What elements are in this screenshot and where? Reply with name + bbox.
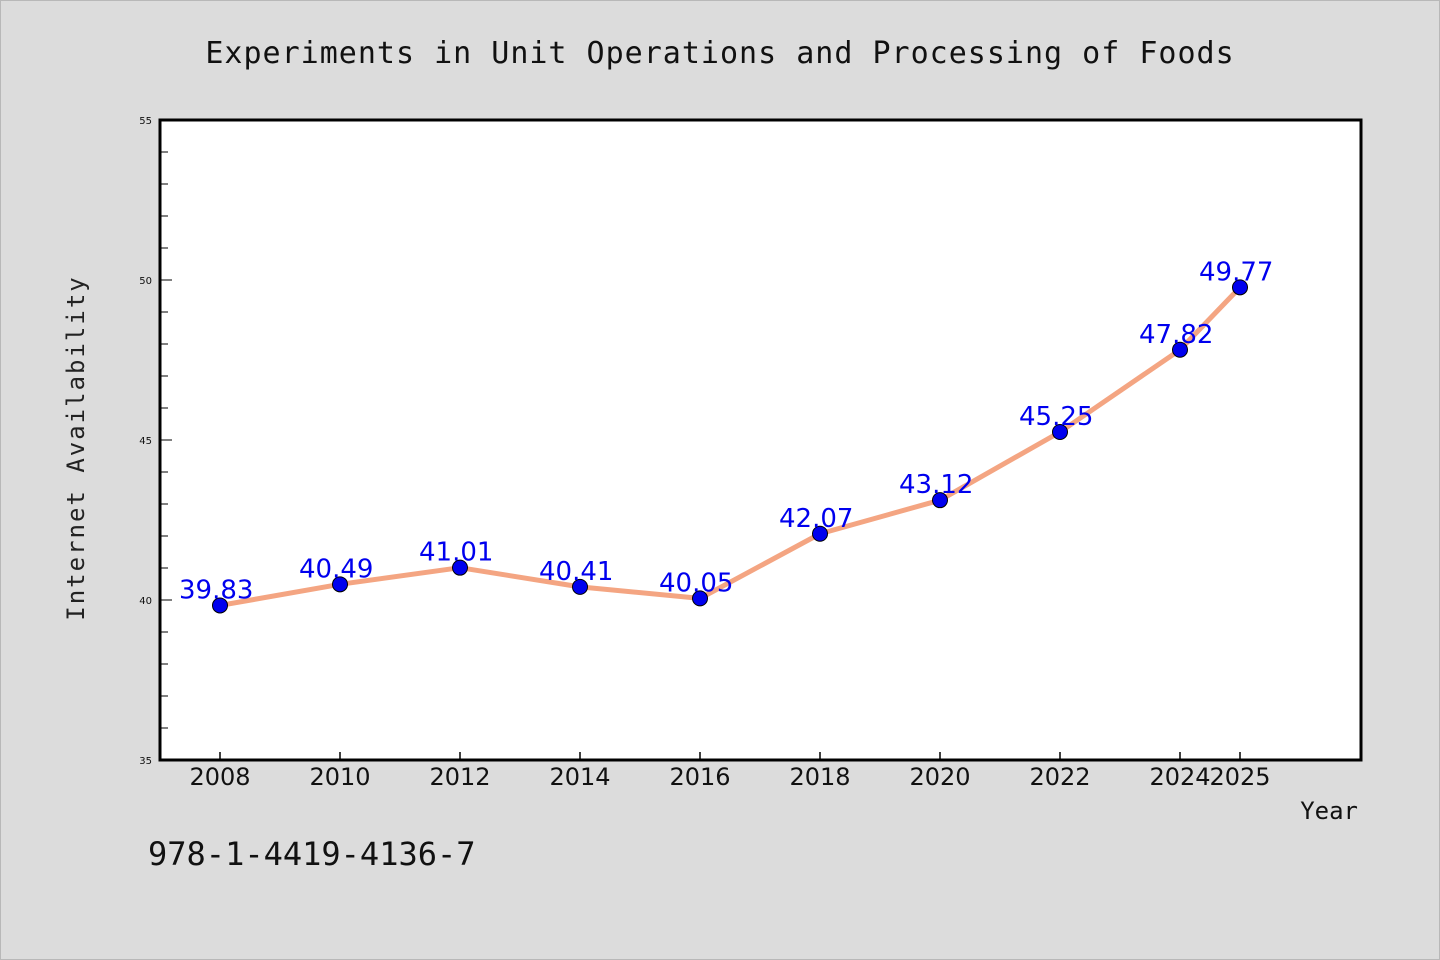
x-tick-label: 2022 [1029,763,1090,791]
isbn-text: 978-1-4419-4136-7 [148,835,476,873]
data-label: 40.41 [539,557,613,587]
data-label: 43.12 [899,470,973,500]
x-axis-label: Year [1300,797,1358,825]
y-tick-label: 50 [139,276,152,287]
x-tick-label: 2018 [789,763,850,791]
x-tick-label: 2012 [429,763,490,791]
data-point [452,559,468,576]
data-label: 42.07 [779,504,853,534]
y-tick-label: 40 [139,596,152,607]
chart-title: Experiments in Unit Operations and Proce… [205,36,1234,71]
plot-area [158,118,1363,762]
data-label: 41.01 [419,538,493,568]
series-group: 39.83 40.49 41.01 40.41 40.05 42.07 43.12 45.25… [179,257,1273,614]
y-tick-label: 45 [139,436,152,447]
data-point [1052,424,1068,440]
data-label: 45.25 [1019,402,1093,432]
x-tick-label: 2025 [1209,763,1270,791]
series-line [217,284,1243,608]
x-tick-label: 2024 [1149,763,1210,791]
data-point [932,492,948,509]
data-point [572,578,588,595]
y-tick-label: 55 [139,116,152,127]
data-label: 49.77 [1199,257,1273,287]
x-tick-label: 2016 [669,763,730,791]
data-point [812,525,828,542]
y-tick-label: 35 [139,756,152,767]
data-point [332,576,348,593]
x-tick-label: 2020 [909,763,970,791]
data-point [1172,341,1188,358]
x-tick-label: 2010 [309,763,370,791]
data-point [692,590,708,607]
data-point [212,597,228,614]
x-tick-label: 2014 [549,763,610,791]
y-axis-ticks: 35 40 45 50 55 [139,116,172,767]
data-label: 40.49 [299,554,373,584]
data-label: 47.82 [1139,320,1213,350]
x-tick-label: 2008 [189,763,250,791]
y-axis-label: Internet Availability [62,275,90,620]
data-label: 40.05 [659,568,733,598]
data-point [1232,279,1248,296]
data-label: 39.83 [179,575,253,605]
